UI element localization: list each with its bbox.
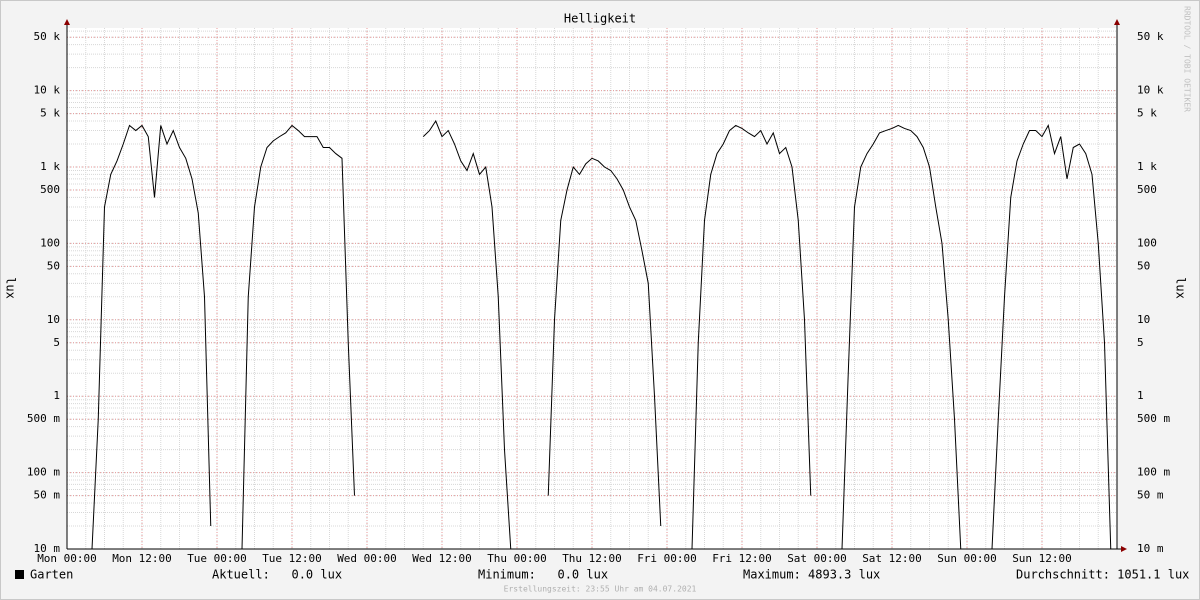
x-tick-label: Mon 12:00 <box>112 552 172 565</box>
y-tick-label: 100 <box>40 236 60 249</box>
y-axis-label-right: lux <box>1174 277 1188 299</box>
y-tick-label: 10 k <box>34 84 61 97</box>
y-tick-label: 100 m <box>27 466 60 479</box>
axis-arrow <box>1114 19 1120 25</box>
x-tick-label: Tue 00:00 <box>187 552 247 565</box>
stat: Durchschnitt: 1051.1 lux <box>1016 568 1189 582</box>
stat: Aktuell: 0.0 lux <box>212 568 342 582</box>
y-tick-label-right: 10 <box>1137 313 1150 326</box>
y-tick-label: 500 m <box>27 412 60 425</box>
x-tick-label: Sat 12:00 <box>862 552 922 565</box>
x-tick-label: Mon 00:00 <box>37 552 97 565</box>
y-tick-label-right: 500 <box>1137 183 1157 196</box>
y-tick-label: 10 m <box>34 542 61 555</box>
x-tick-label: Wed 12:00 <box>412 552 472 565</box>
y-tick-label-right: 100 m <box>1137 466 1170 479</box>
x-tick-label: Fri 00:00 <box>637 552 697 565</box>
x-tick-label: Thu 12:00 <box>562 552 622 565</box>
legend-label: Garten <box>30 568 73 582</box>
y-tick-label-right: 50 <box>1137 259 1150 272</box>
y-tick-label-right: 100 <box>1137 236 1157 249</box>
y-tick-label: 5 <box>53 336 60 349</box>
y-tick-label: 1 <box>53 389 60 402</box>
y-tick-label: 50 <box>47 259 60 272</box>
x-tick-label: Sat 00:00 <box>787 552 847 565</box>
stat: Maximum: 4893.3 lux <box>743 568 880 582</box>
stat: Minimum: 0.0 lux <box>478 568 608 582</box>
x-tick-label: Wed 00:00 <box>337 552 397 565</box>
footer: Erstellungszeit: 23:55 Uhr am 04.07.2021 <box>504 585 697 594</box>
y-tick-label-right: 50 m <box>1137 489 1164 502</box>
watermark: RRDTOOL / TOBI OETIKER <box>1183 6 1192 112</box>
y-tick-label-right: 5 <box>1137 336 1144 349</box>
x-tick-label: Sun 00:00 <box>937 552 997 565</box>
y-tick-label-right: 10 m <box>1137 542 1164 555</box>
y-tick-label-right: 500 m <box>1137 412 1170 425</box>
data-line <box>91 119 1112 550</box>
y-tick-label: 5 k <box>40 107 60 120</box>
x-tick-label: Sun 12:00 <box>1012 552 1072 565</box>
y-tick-label-right: 1 k <box>1137 160 1157 173</box>
y-tick-label: 50 k <box>34 30 61 43</box>
x-tick-label: Thu 00:00 <box>487 552 547 565</box>
legend-swatch <box>15 570 24 579</box>
lines <box>91 119 1112 550</box>
y-tick-label: 10 <box>47 313 60 326</box>
y-tick-label: 1 k <box>40 160 60 173</box>
y-tick-label-right: 50 k <box>1137 30 1164 43</box>
y-tick-label-right: 1 <box>1137 389 1144 402</box>
y-tick-label-right: 5 k <box>1137 107 1157 120</box>
chart-title: Helligkeit <box>564 12 636 26</box>
axis-arrow <box>64 19 70 25</box>
y-tick-label: 500 <box>40 183 60 196</box>
x-tick-label: Fri 12:00 <box>712 552 772 565</box>
y-axis-label: lux <box>4 277 18 299</box>
grid <box>66 28 1118 550</box>
axis-arrow <box>1121 546 1127 552</box>
x-tick-label: Tue 12:00 <box>262 552 322 565</box>
y-tick-label: 50 m <box>34 489 61 502</box>
y-tick-label-right: 10 k <box>1137 84 1164 97</box>
